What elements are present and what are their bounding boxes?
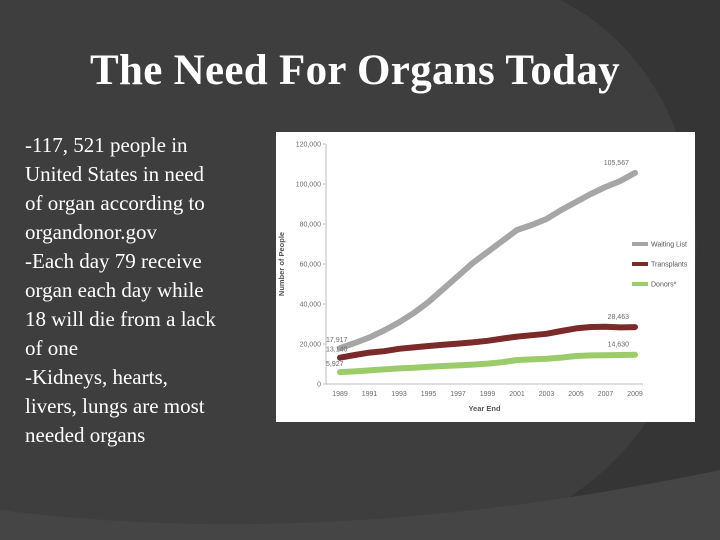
x-tick-label: 2009	[627, 391, 643, 398]
data-label: 13,140	[326, 347, 348, 354]
bullet-text: -117, 521 people in United States in nee…	[25, 131, 265, 450]
bullet-line: organ each day while	[25, 278, 204, 302]
x-tick-label: 1997	[450, 391, 466, 398]
legend-label: Waiting List	[651, 242, 687, 249]
bullet-line: -Each day 79 receive	[25, 249, 202, 273]
x-tick-label: 1989	[332, 391, 348, 398]
bullet-line: needed organs	[25, 423, 146, 447]
x-tick-label: 1993	[391, 391, 407, 398]
series-line-2	[337, 351, 638, 376]
data-label: 17,917	[326, 337, 348, 344]
x-axis-title: Year End	[468, 404, 501, 413]
slide-title: The Need For Organs Today	[90, 47, 620, 94]
y-tick-label: 100,000	[296, 182, 321, 189]
x-tick-label: 2005	[568, 391, 584, 398]
data-label: 28,463	[608, 314, 630, 321]
series-line-1	[337, 323, 638, 361]
y-axis-title: Number of People	[277, 232, 286, 296]
x-tick-label: 1999	[480, 391, 496, 398]
data-label: 5,927	[326, 361, 344, 368]
bullet-line: 18 will die from a lack	[25, 307, 216, 331]
x-tick-label: 2003	[539, 391, 555, 398]
bullet-line: organdonor.gov	[25, 220, 158, 244]
x-tick-label: 1991	[362, 391, 378, 398]
y-tick-label: 120,000	[296, 142, 321, 149]
legend-label: Donors*	[651, 282, 677, 289]
bullet-line: United States in need	[25, 162, 205, 186]
bullet-line: -117, 521 people in	[25, 133, 188, 157]
bullet-line: of organ according to	[25, 191, 205, 215]
data-label: 105,567	[604, 160, 629, 167]
bullet-line: of one	[25, 336, 79, 360]
line-chart: 0 20,000 40,000 60,000 80,000 100,000 120,000 1…	[276, 132, 695, 422]
y-tick-label: 80,000	[300, 222, 322, 229]
y-tick-label: 60,000	[300, 262, 322, 269]
x-tick-label: 1995	[421, 391, 437, 398]
bullet-line: livers, lungs are most	[25, 394, 205, 418]
chart-canvas: 0 20,000 40,000 60,000 80,000 100,000 120,000 1…	[277, 142, 688, 414]
y-tick-label: 0	[317, 382, 321, 389]
data-label: 14,630	[608, 342, 630, 349]
y-tick-label: 40,000	[300, 302, 322, 309]
legend-label: Transplants	[651, 262, 688, 269]
bullet-line: -Kidneys, hearts,	[25, 365, 168, 389]
x-tick-label: 2007	[598, 391, 614, 398]
x-tick-label: 2001	[509, 391, 525, 398]
series-line-0	[337, 169, 638, 352]
y-tick-label: 20,000	[300, 342, 322, 349]
